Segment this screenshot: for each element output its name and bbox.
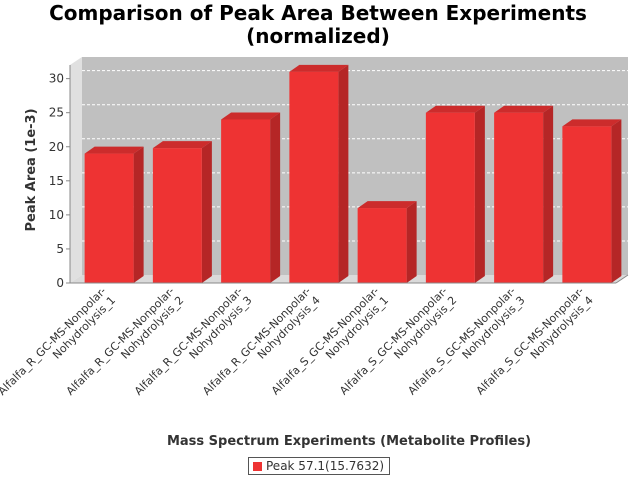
bar-front: [84, 153, 134, 283]
bar-side: [543, 105, 554, 283]
bar: [84, 146, 144, 283]
bar: [357, 201, 417, 283]
bar-side: [270, 112, 281, 283]
bar: [562, 119, 622, 283]
chart-title: Comparison of Peak Area Between Experime…: [49, 1, 587, 48]
axes: [69, 65, 629, 284]
x-tick-label: Alfalfa_R_GC-MS-Nonpolar-Nohydrolysis_1: [0, 284, 118, 397]
bar-front: [494, 112, 544, 283]
bar-side: [201, 141, 212, 283]
y-tick-label: 20: [49, 140, 64, 154]
bar-front: [221, 119, 271, 283]
y-axis-ticks: 0 5 10 15 20 25 30: [49, 72, 70, 290]
x-tick-label-line: Alfalfa_S_GC-MS-Nonpolar-: [337, 285, 450, 398]
bar: [221, 112, 281, 283]
y-tick-label: 15: [49, 174, 64, 188]
bar-top: [494, 105, 554, 113]
x-tick-label-line: Alfalfa_R_GC-MS-Nonpolar-: [132, 284, 245, 397]
bar-front: [425, 112, 475, 283]
chart-title-line: (normalized): [246, 24, 390, 48]
bar-top: [289, 64, 349, 72]
bar-side: [474, 105, 485, 283]
y-tick-label: 25: [49, 106, 64, 120]
y-axis-label: Peak Area (1e-3): [24, 108, 39, 231]
floor-edge-line: [615, 274, 629, 284]
bar-front: [357, 208, 407, 283]
bar-top: [357, 201, 417, 209]
legend-item-label: Peak 57.1(15.7632): [266, 459, 385, 473]
bar-side: [338, 64, 349, 283]
x-tick-label-line: Alfalfa_S_GC-MS-Nonpolar-: [474, 285, 587, 398]
chart-title-line: Comparison of Peak Area Between Experime…: [49, 1, 587, 25]
bar: [289, 64, 349, 283]
bar-top: [425, 105, 485, 113]
bar-side: [406, 201, 417, 283]
plot-side-wall: [70, 57, 82, 283]
bar: [425, 105, 485, 283]
bar-front: [562, 126, 612, 283]
x-tick-label-line: Alfalfa_S_GC-MS-Nonpolar-: [405, 285, 518, 398]
legend-swatch-icon: [253, 461, 262, 471]
x-tick-label-line: Alfalfa_R_GC-MS-Nonpolar-: [64, 284, 177, 397]
bar-front: [152, 148, 202, 283]
bar-top: [221, 112, 281, 120]
bar-top: [152, 141, 212, 149]
bar-side: [611, 119, 622, 283]
y-tick-label: 0: [56, 276, 64, 290]
y-tick-label: 30: [49, 72, 64, 86]
y-tick-label: 10: [49, 208, 64, 222]
x-axis-ticks: Alfalfa_R_GC-MS-Nonpolar-Nohydrolysis_1A…: [0, 284, 596, 398]
legend: Peak 57.1(15.7632): [248, 457, 391, 475]
y-tick-label: 5: [56, 242, 64, 256]
x-tick-label-line: Alfalfa_S_GC-MS-Nonpolar-: [269, 285, 382, 398]
bar: [152, 141, 212, 283]
bar-front: [289, 71, 339, 283]
bars: [84, 64, 622, 283]
x-axis-label: Mass Spectrum Experiments (Metabolite Pr…: [167, 434, 531, 449]
bar-side: [133, 146, 144, 283]
x-tick-label-line: Alfalfa_R_GC-MS-Nonpolar-: [0, 284, 109, 397]
bar-top: [84, 146, 144, 154]
bar-top: [562, 119, 622, 127]
bar: [494, 105, 554, 283]
x-tick-label-line: Alfalfa_R_GC-MS-Nonpolar-: [200, 284, 313, 397]
